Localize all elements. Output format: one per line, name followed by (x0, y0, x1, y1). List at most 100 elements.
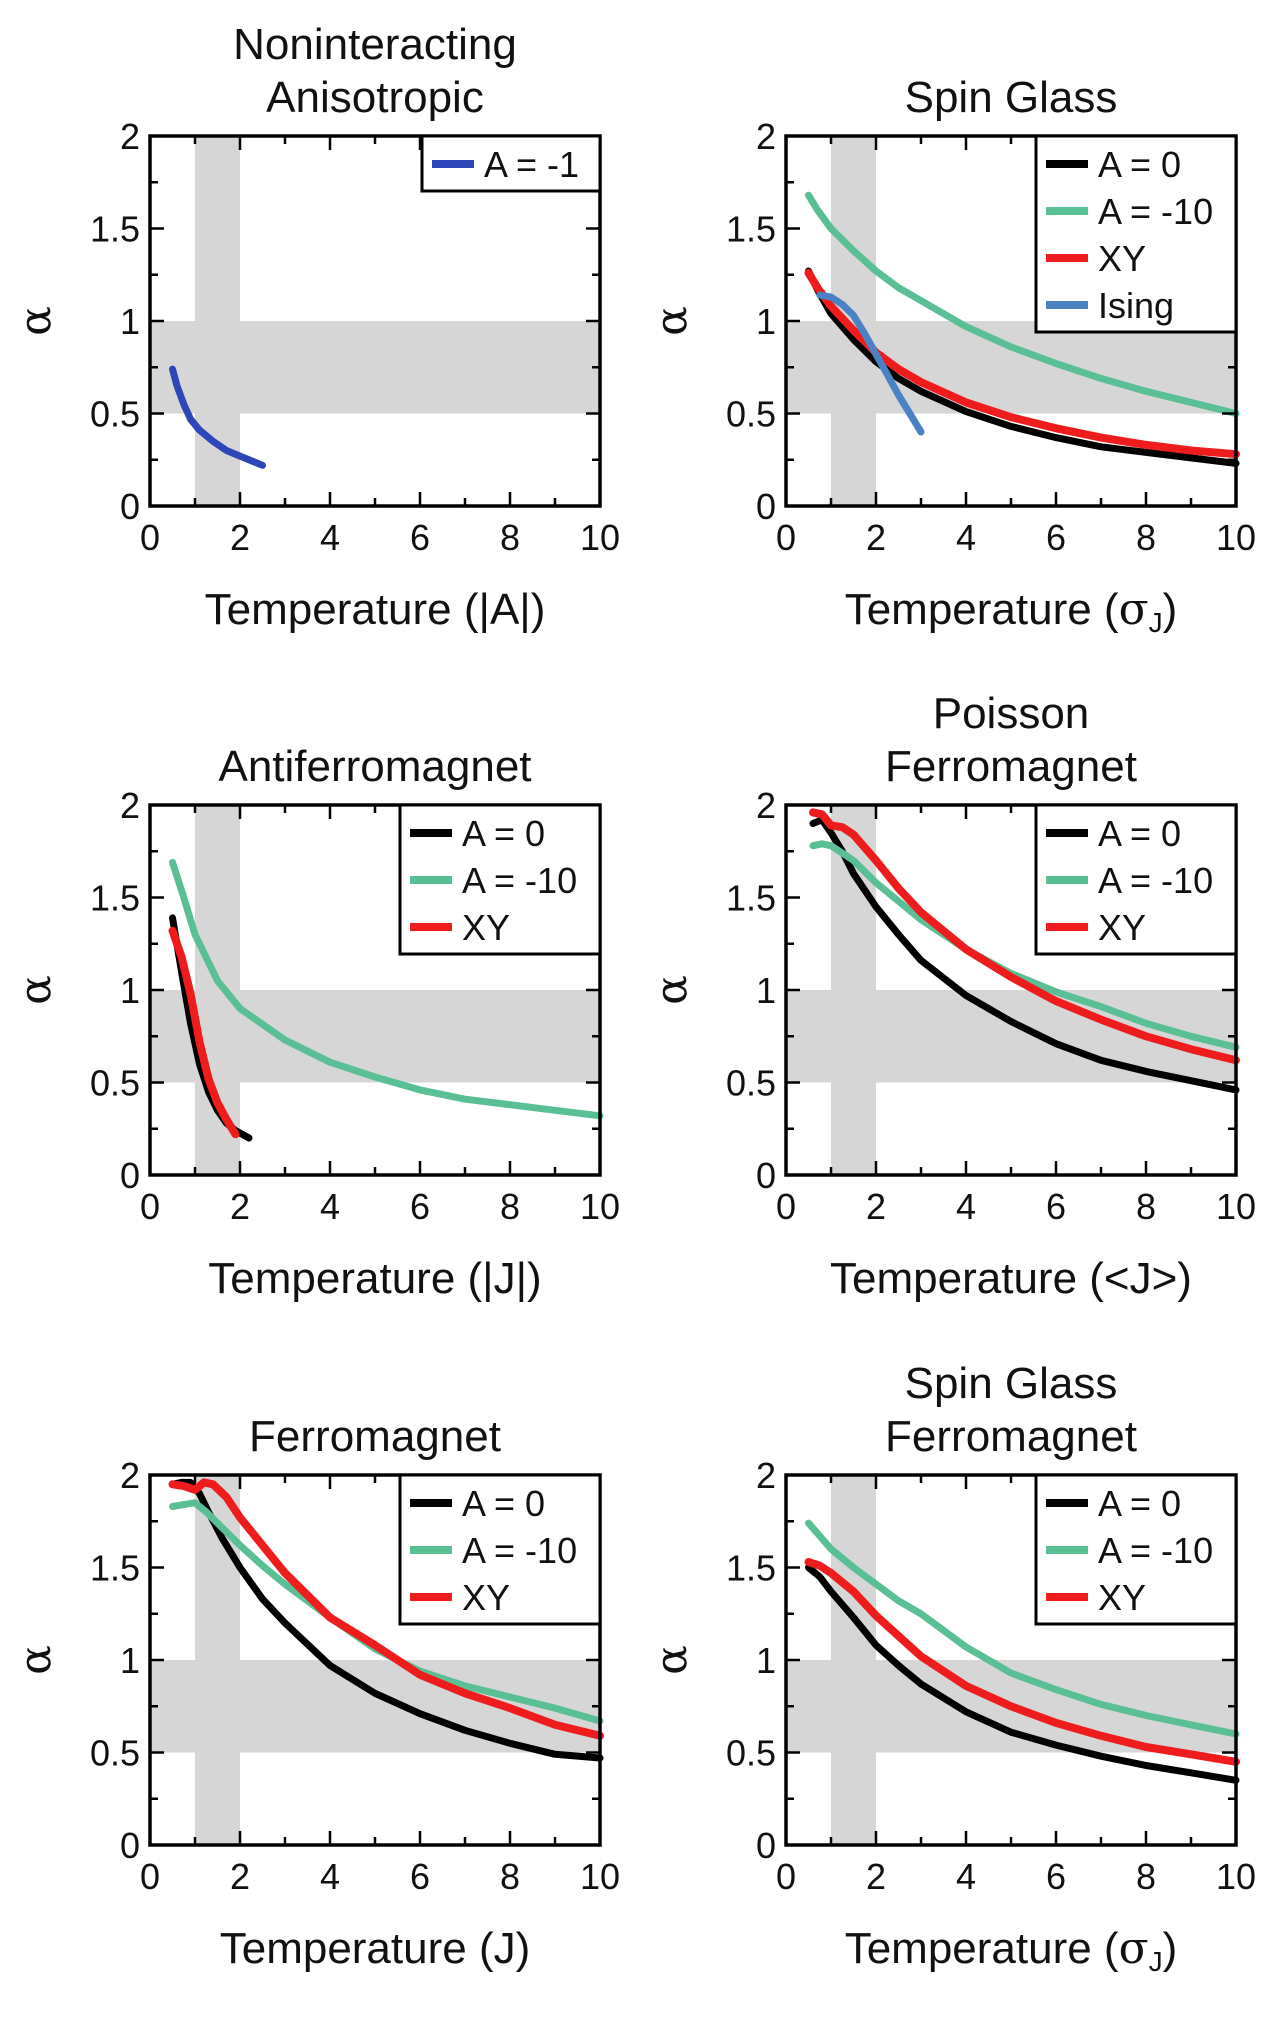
y-tick-label: 2 (756, 1455, 776, 1496)
chart-title: Ferromagnet (885, 742, 1137, 791)
y-tick-label: 0 (756, 1825, 776, 1866)
y-tick-label: 1 (756, 970, 776, 1011)
legend-label: XY (1098, 907, 1146, 948)
legend-label: XY (462, 1577, 510, 1618)
y-tick-label: 0 (756, 1155, 776, 1196)
chart-title: Noninteracting (233, 20, 517, 69)
y-tick-label: 1.5 (726, 1548, 776, 1589)
shaded-band-horizontal (150, 321, 600, 414)
x-tick-label: 6 (410, 1186, 430, 1227)
y-tick-label: 1 (120, 301, 140, 342)
y-tick-label: 2 (756, 116, 776, 157)
y-tick-label: 0 (120, 1825, 140, 1866)
x-axis-label: Temperature (|J|) (208, 1254, 541, 1303)
x-tick-label: 8 (1136, 1186, 1156, 1227)
x-tick-label: 0 (140, 517, 160, 558)
x-tick-label: 6 (1046, 1186, 1066, 1227)
series-line-a-1 (169, 365, 266, 469)
x-tick-label: 8 (1136, 517, 1156, 558)
x-tick-label: 6 (410, 517, 430, 558)
y-tick-label: 0.5 (726, 1733, 776, 1774)
x-tick-label: 6 (1046, 1856, 1066, 1897)
x-axis-label: Temperature (σJ) (845, 1923, 1178, 1977)
series-line-xy (168, 1478, 604, 1740)
chart-title: Ferromagnet (885, 1412, 1137, 1461)
x-tick-label: 8 (500, 517, 520, 558)
series-line-xy (809, 808, 1240, 1065)
legend-label: A = 0 (462, 1483, 545, 1524)
chart-title: Anisotropic (266, 73, 484, 122)
legend: A = -1 (420, 134, 602, 193)
y-tick-label: 0 (120, 486, 140, 527)
y-tick-label: 0 (120, 1155, 140, 1196)
legend: A = 0 A = -10 XY (1034, 803, 1238, 956)
y-axis-label: α (646, 975, 697, 1005)
x-axis-label: Temperature (σJ) (845, 584, 1178, 638)
x-axis-label: Temperature (J) (220, 1924, 531, 1973)
legend-label: Ising (1098, 285, 1174, 326)
y-axis-label: α (646, 306, 697, 336)
y-tick-label: 2 (120, 116, 140, 157)
series-line-a-0 (809, 816, 1240, 1094)
legend-box (1034, 134, 1238, 334)
series-line-a-10 (809, 840, 1240, 1051)
series-line-a-0 (805, 1564, 1240, 1784)
legend-label: A = 0 (1098, 1483, 1181, 1524)
y-tick-label: 1.5 (726, 878, 776, 919)
chart-panel-1: 0 2 4 6 8 10 0 0.5 1 1.5 2 NoninteractingAnisotropi… (10, 20, 620, 634)
x-tick-label: 6 (410, 1856, 430, 1897)
chart-title: Spin Glass (905, 1359, 1118, 1408)
legend: A = 0 A = -10 XY Ising (1034, 134, 1238, 334)
x-tick-label: 2 (230, 517, 250, 558)
x-tick-label: 2 (866, 1186, 886, 1227)
chart-title: Antiferromagnet (218, 742, 531, 791)
y-axis-label: α (10, 306, 61, 336)
legend: A = 0 A = -10 XY (1034, 1473, 1238, 1626)
x-tick-label: 10 (1216, 517, 1256, 558)
chart-panel-5: 0 2 4 6 8 10 0 0.5 1 1.5 2 Ferromagnet Temperature (… (10, 1412, 620, 1973)
series-line-ising (816, 291, 925, 436)
legend-label: A = -10 (1098, 860, 1213, 901)
x-tick-label: 4 (320, 517, 340, 558)
y-tick-label: 0.5 (90, 394, 140, 435)
x-tick-label: 4 (956, 1186, 976, 1227)
shaded-band-horizontal (150, 1660, 600, 1753)
x-tick-label: 0 (776, 1856, 796, 1897)
x-tick-label: 0 (776, 517, 796, 558)
y-tick-label: 1.5 (90, 1548, 140, 1589)
x-tick-label: 8 (500, 1856, 520, 1897)
y-tick-label: 0.5 (726, 394, 776, 435)
x-tick-label: 2 (230, 1856, 250, 1897)
series-line-a-10 (805, 191, 1240, 417)
y-axis-label: α (10, 975, 61, 1005)
y-tick-label: 1 (120, 1640, 140, 1681)
y-tick-label: 1 (120, 970, 140, 1011)
x-tick-label: 6 (1046, 517, 1066, 558)
series-line-a-10 (805, 1519, 1240, 1738)
chart-title: Poisson (933, 689, 1090, 738)
legend: A = 0 A = -10 XY (398, 803, 602, 956)
x-axis-label: Temperature (|A|) (205, 585, 546, 634)
chart-title: Ferromagnet (249, 1412, 501, 1461)
y-tick-label: 2 (120, 785, 140, 826)
y-tick-label: 1 (756, 1640, 776, 1681)
series-line-a-10 (169, 1499, 604, 1725)
x-tick-label: 10 (580, 517, 620, 558)
chart-panel-2: 0 2 4 6 8 10 0 0.5 1 1.5 2 Spin Glass Temperature (σ… (646, 73, 1256, 638)
x-tick-label: 0 (140, 1856, 160, 1897)
legend-label: XY (462, 907, 510, 948)
legend-label: A = -10 (462, 860, 577, 901)
y-tick-label: 2 (120, 1455, 140, 1496)
series-line-xy (804, 268, 1240, 459)
series-line-a-0 (805, 267, 1240, 467)
x-tick-label: 8 (1136, 1856, 1156, 1897)
legend-label: A = -10 (1098, 1530, 1213, 1571)
x-tick-label: 4 (320, 1186, 340, 1227)
series-line-a-10 (169, 858, 604, 1120)
chart-title: Spin Glass (905, 73, 1118, 122)
series-line-xy (168, 926, 240, 1139)
x-tick-label: 10 (580, 1856, 620, 1897)
